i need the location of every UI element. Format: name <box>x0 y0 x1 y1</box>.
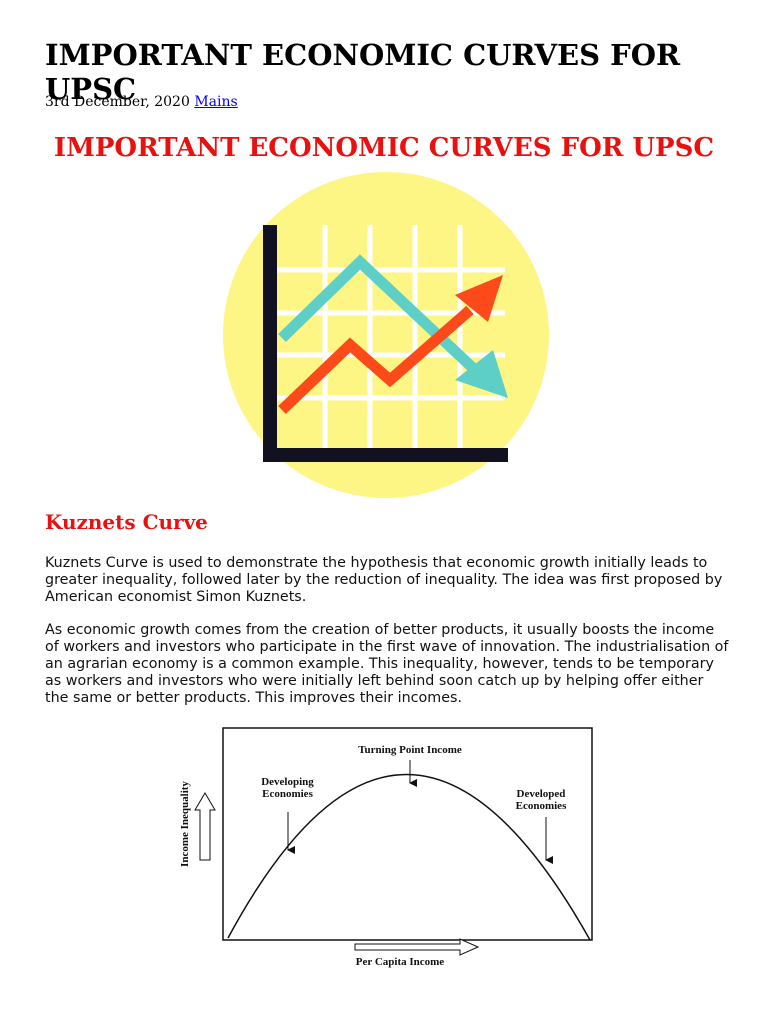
peak-label: Turning Point Income <box>358 744 462 756</box>
paragraph: As economic growth comes from the creati… <box>45 622 729 706</box>
post-date: 3rd December, 2020 <box>45 94 190 110</box>
article-heading: IMPORTANT ECONOMIC CURVES FOR UPSC <box>53 133 715 163</box>
section-heading: Kuznets Curve <box>45 510 208 534</box>
illustration <box>223 172 549 498</box>
page-title: IMPORTANT ECONOMIC CURVES FOR UPSC <box>45 38 681 106</box>
kuznets-figure <box>194 727 593 956</box>
y-axis-label: Income Inequality <box>179 781 191 867</box>
x-axis-label: Per Capita Income <box>355 956 445 968</box>
right-label: Developed Economies <box>515 788 567 812</box>
left-label: Developing Economies <box>261 776 314 800</box>
paragraph: Kuznets Curve is used to demonstrate the… <box>45 555 723 605</box>
post-meta: 3rd December, 2020 Mains <box>45 94 238 110</box>
category-link[interactable]: Mains <box>194 94 238 110</box>
